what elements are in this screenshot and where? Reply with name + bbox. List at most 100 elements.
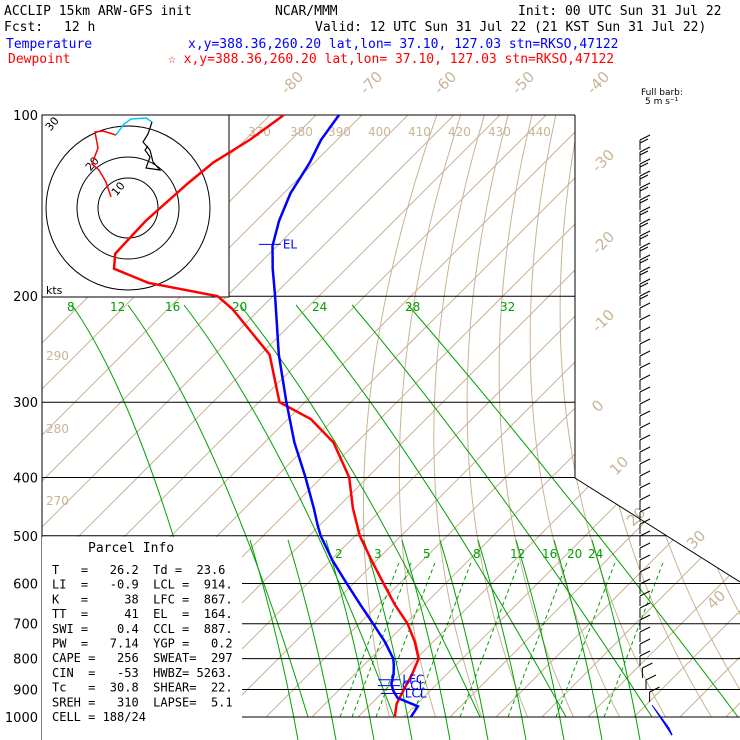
parcel-info-row: TT = 41 EL = 164.: [52, 607, 233, 621]
theta-label: 400: [368, 125, 391, 139]
dry-adiabats: [363, 115, 740, 718]
theta-label: 420: [448, 125, 471, 139]
wind-barbs: [639, 134, 673, 736]
parcel-info-row: K = 38 LFC = 867.: [52, 592, 233, 606]
wind-barb: [639, 578, 651, 594]
mixing-ratio-line: [459, 559, 521, 718]
wind-barb: [639, 170, 651, 186]
wind-barb: [645, 674, 657, 690]
wind-barb: [639, 542, 651, 558]
moist-adiabat-lower: [325, 539, 375, 740]
isotherm-label: -70: [356, 68, 386, 98]
isotherm-label: -80: [277, 68, 307, 98]
mixing-ratio-line: [507, 559, 569, 718]
isotherm: [495, 115, 740, 718]
fcst-label: Fcst:: [4, 20, 43, 35]
wind-barb: [639, 362, 651, 378]
moist-adiabat-lower: [591, 539, 641, 740]
level-label-LCL: LCL: [405, 686, 427, 700]
wind-barb: [639, 374, 651, 390]
parcel-info-row: CAPE = 256 SWEAT= 297: [52, 651, 233, 665]
parcel-info-row: LI = -0.9 LCL = 914.: [52, 578, 233, 592]
mixing-ratio-line: [339, 559, 401, 718]
wind-barb: [639, 422, 651, 438]
isotherm: [679, 115, 740, 718]
isotherm: [42, 115, 501, 718]
wind-barb: [639, 554, 651, 570]
mixing-label-upper: 24: [312, 300, 327, 314]
pressure-label-400: 400: [13, 471, 38, 486]
moist-adiabat-lower: [477, 539, 527, 740]
wind-barb: [639, 182, 651, 198]
fcst-value: 12 h: [64, 20, 95, 35]
mixing-label-upper: 20: [232, 300, 247, 314]
wind-barb: [639, 302, 651, 318]
isotherm-label: -10: [588, 306, 618, 336]
parcel-info-row: T = 26.2 Td = 23.6: [52, 563, 225, 577]
pressure-label-1000: 1000: [5, 711, 38, 726]
isotherm-label: 40: [703, 587, 729, 613]
wind-barb: [639, 146, 651, 162]
mixing-label-lower: 12: [510, 547, 525, 561]
wind-barb: [639, 506, 651, 522]
mixing-label-upper: 28: [405, 300, 420, 314]
sounding-profiles: [112, 113, 420, 718]
theta-label: 270: [46, 494, 69, 508]
theta-label: 280: [46, 422, 69, 436]
isotherm: [265, 115, 740, 718]
isotherm: [357, 115, 740, 718]
moist-adiabat-lower: [553, 539, 603, 740]
moist-adiabat-lower: [515, 539, 565, 740]
wind-barb: [639, 242, 651, 258]
moist-adiabats: [71, 304, 739, 740]
parcel-info-row: Tc = 30.8 SHEAR= 22.: [52, 681, 233, 695]
pressure-label-300: 300: [13, 396, 38, 411]
wind-barb: [639, 230, 651, 246]
mixing-label-lower: 24: [588, 547, 603, 561]
mixing-label-upper: 8: [67, 300, 75, 314]
isotherm: [633, 115, 740, 718]
isotherm-label: -30: [588, 146, 618, 176]
pressure-label-900: 900: [13, 683, 38, 698]
wind-barb: [639, 458, 651, 474]
hodograph-trace-red: [91, 130, 117, 198]
mixing-label-upper: 12: [110, 300, 125, 314]
parcel-info-title: Parcel Info: [88, 541, 174, 556]
parcel-info-row: PW = 7.14 YGP = 0.2: [52, 637, 233, 651]
wind-barb: [639, 338, 651, 354]
series-line-temperature: [271, 114, 420, 718]
moist-adiabat: [407, 304, 739, 718]
wind-barb: [639, 398, 651, 414]
init-time: Init: 00 UTC Sun 31 Jul 22: [518, 4, 722, 19]
dewpoint-legend: Dewpoint: [8, 52, 71, 67]
theta-label: 390: [328, 125, 351, 139]
dewpoint-location: ☆ x,y=388.36,260.20 lat,lon= 37.10, 127.…: [168, 52, 614, 67]
model-title: ACCLIP 15km ARW-GFS init: [4, 4, 192, 19]
center-name: NCAR/MMM: [275, 4, 338, 19]
parcel-info-row: CELL = 188/24: [52, 710, 146, 724]
wind-barb: [639, 266, 651, 282]
hodograph-units: kts: [46, 284, 63, 297]
moist-adiabat: [351, 304, 653, 718]
isotherm: [587, 115, 740, 718]
isotherm: [219, 115, 740, 718]
wind-barb: [639, 386, 651, 402]
series-line-dewpoint: [112, 113, 420, 718]
moist-adiabat-lower: [363, 539, 413, 740]
dry-adiabat: [466, 115, 528, 718]
isotherm-label: 20: [623, 504, 649, 530]
wind-barb: [639, 194, 651, 210]
wind-barb: [639, 614, 651, 630]
theta-label: 290: [46, 349, 69, 363]
mixing-label-upper: 32: [500, 300, 515, 314]
wind-barb: [639, 290, 651, 306]
isotherm: [449, 115, 740, 718]
mixing-label-lower: 8: [473, 547, 481, 561]
barb-legend-line2: 5 m s⁻¹: [645, 97, 679, 107]
wind-barb: [639, 314, 651, 330]
mixing-label-lower: 16: [542, 547, 557, 561]
parcel-info-row: CIN = -53 HWBZ= 5263.: [52, 666, 233, 680]
theta-label: 440: [528, 125, 551, 139]
